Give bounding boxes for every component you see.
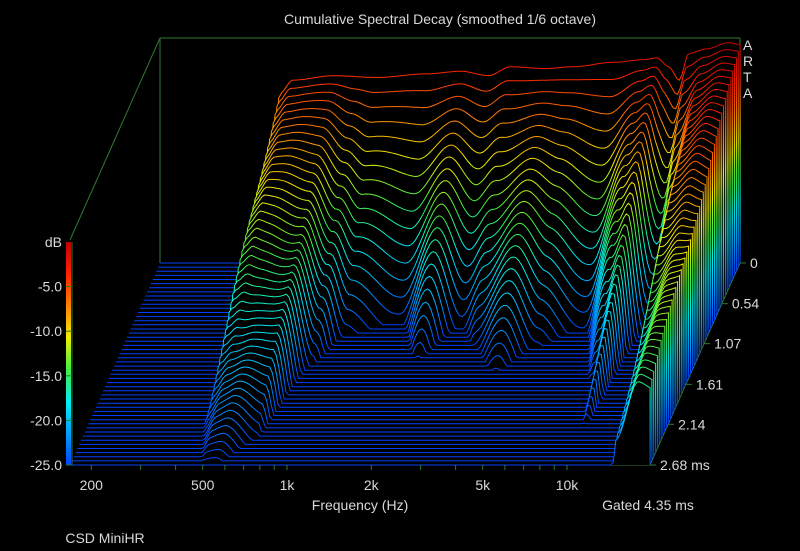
time-tick-label: 0.54: [732, 296, 759, 312]
db-tick-label: -25.0: [30, 457, 62, 473]
decay-slice-1.20ms: [119, 201, 701, 355]
time-tick-label: 1.61: [696, 376, 723, 392]
decay-slice-1.80ms: [99, 274, 680, 400]
db-tick-label: -10.0: [30, 323, 62, 339]
slice-occluder: [84, 326, 665, 432]
decay-slice-0.98ms: [127, 168, 708, 338]
db-tick-label: -20.0: [30, 412, 62, 428]
decay-slice-1.42ms: [112, 232, 693, 371]
decay-slice-2.57ms: [73, 366, 655, 458]
decay-slice-1.64ms: [105, 257, 686, 388]
slice-occluder: [81, 339, 662, 441]
db-tick-label: -5.0: [38, 279, 62, 295]
slice-occluder: [71, 374, 652, 461]
decay-slice-2.02ms: [92, 299, 673, 416]
time-tick-label: 1.07: [714, 336, 741, 352]
frequency-tick-label: 200: [80, 477, 104, 493]
decay-slice-1.15ms: [121, 193, 702, 351]
db-axis-label: dB: [45, 234, 62, 250]
time-tick-label: 2.14: [678, 416, 705, 432]
slice-occluder: [77, 352, 658, 449]
decay-slice-1.53ms: [108, 245, 690, 379]
decay-slice-1.31ms: [116, 217, 697, 363]
slice-occluder: [86, 319, 667, 428]
frame-left-diagonal: [69, 37, 161, 241]
frequency-tick-label: 10k: [556, 477, 580, 493]
decay-slice-1.91ms: [95, 286, 677, 408]
decay-slice-1.70ms: [103, 263, 684, 392]
decay-slice-1.09ms: [123, 185, 704, 346]
colorbar-gradient: [66, 242, 71, 465]
time-axis-ticks: 0 0.54 1.07 1.61 2.14 2.68 ms: [650, 255, 759, 473]
decay-slice-1.75ms: [101, 268, 682, 396]
db-colorbar: [66, 242, 73, 465]
decay-slice-1.86ms: [97, 280, 679, 404]
waterfall-slices: [70, 42, 741, 466]
db-axis-ticks: -5.0 -10.0 -15.0 -20.0 -25.0: [30, 279, 72, 473]
decay-slice-2.41ms: [79, 345, 660, 445]
decay-slice-2.19ms: [86, 318, 668, 429]
decay-slice-2.30ms: [82, 332, 664, 437]
decay-slice-2.13ms: [88, 312, 669, 425]
time-tick-label: 0: [750, 255, 758, 271]
arta-logo: ARTA: [743, 37, 753, 101]
frequency-tick-label: 1k: [280, 477, 296, 493]
frequency-tick-label: 2k: [364, 477, 380, 493]
gated-label: Gated 4.35 ms: [602, 497, 694, 513]
db-tick-label: -15.0: [30, 368, 62, 384]
decay-slice-1.97ms: [94, 292, 675, 412]
decay-slice-2.35ms: [81, 338, 662, 441]
decay-slice-1.04ms: [125, 176, 706, 342]
decay-slice-1.48ms: [110, 239, 691, 375]
decay-slice-1.26ms: [117, 209, 699, 359]
decay-slice-2.24ms: [84, 325, 666, 433]
decay-slice-2.46ms: [77, 352, 658, 449]
frequency-tick-label: 500: [191, 477, 215, 493]
frequency-axis-ticks: 200 500 1k 2k 5k 10k: [80, 465, 580, 493]
footer-label: CSD MiniHR: [65, 530, 144, 546]
time-tick-label: 2.68 ms: [660, 457, 710, 473]
slice-occluder: [82, 332, 663, 437]
decay-slice-2.68ms: [70, 381, 651, 466]
decay-slice-2.08ms: [90, 305, 671, 421]
chart-title: Cumulative Spectral Decay (smoothed 1/6 …: [284, 11, 596, 27]
frequency-tick-label: 5k: [475, 477, 491, 493]
decay-slice-1.37ms: [114, 225, 695, 367]
decay-slice-2.52ms: [75, 359, 657, 454]
decay-slice-2.63ms: [71, 373, 653, 462]
x-axis-label: Frequency (Hz): [312, 497, 408, 513]
